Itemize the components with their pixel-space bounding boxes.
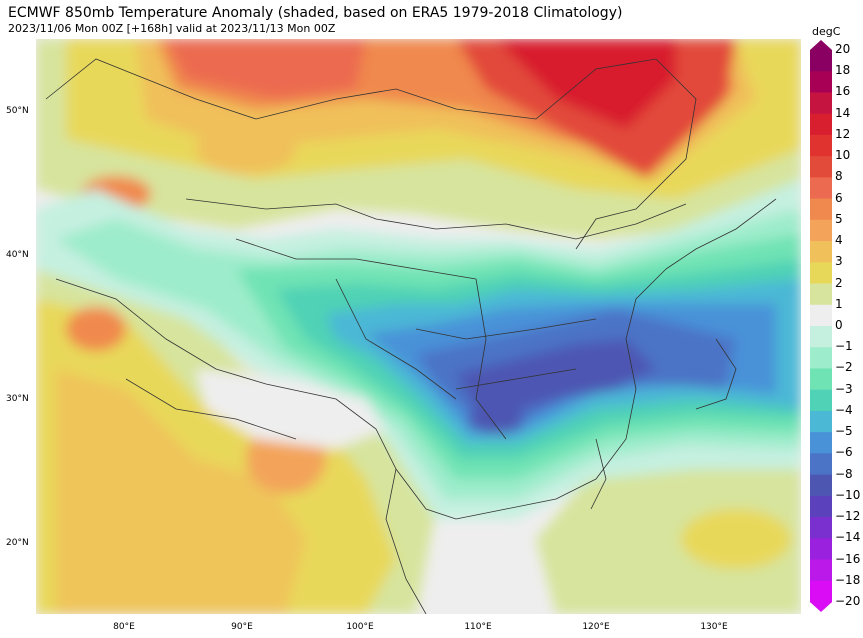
colorbar-band xyxy=(810,241,832,263)
colorbar-tick-label: 1 xyxy=(835,296,843,311)
colorbar-band xyxy=(810,71,832,93)
colorbar-band xyxy=(810,538,832,561)
lat-label-40n: 40°N xyxy=(6,250,29,260)
map-title: ECMWF 850mb Temperature Anomaly (shaded,… xyxy=(8,5,623,21)
colorbar-band xyxy=(810,495,832,518)
colorbar-band xyxy=(810,283,832,306)
colorbar-tick-label: −20 xyxy=(835,594,861,608)
colorbar-tick-label: 20 xyxy=(835,42,851,56)
temperature-anomaly-map xyxy=(36,39,801,614)
colorbar-band xyxy=(810,368,832,391)
colorbar-band xyxy=(810,92,832,115)
colorbar-band xyxy=(810,262,832,285)
colorbar-tick-label: 3 xyxy=(835,254,843,269)
colorbar-band xyxy=(810,219,832,242)
colorbar-band xyxy=(810,453,832,476)
colorbar-tick-label: 12 xyxy=(835,126,851,141)
colorbar-tick-label: 10 xyxy=(835,148,851,163)
colorbar-tick-label: 18 xyxy=(835,63,851,78)
colorbar-tick-label: 0 xyxy=(835,318,843,332)
anomaly-shading xyxy=(36,39,801,614)
lat-label-50n: 50°N xyxy=(6,106,29,116)
colorbar-tick-label: −16 xyxy=(835,551,861,566)
lon-label-80e: 80°E xyxy=(113,622,135,632)
colorbar-tick-label: −14 xyxy=(835,530,861,545)
colorbar-band xyxy=(810,580,832,603)
lon-label-130e: 130°E xyxy=(700,622,728,632)
lat-label-20n: 20°N xyxy=(6,538,29,548)
colorbar xyxy=(810,40,832,612)
lon-label-120e: 120°E xyxy=(582,622,610,632)
colorbar-tick-label: −4 xyxy=(835,402,853,417)
colorbar-tick-label: 6 xyxy=(835,190,843,205)
colorbar-tick-label: 16 xyxy=(835,84,851,99)
colorbar-band xyxy=(810,432,832,454)
map-subtitle: 2023/11/06 Mon 00Z [+168h] valid at 2023… xyxy=(8,22,336,35)
colorbar-band xyxy=(810,156,832,178)
lon-label-90e: 90°E xyxy=(231,622,253,632)
colorbar-tick-label: −3 xyxy=(835,381,853,396)
country-boundaries xyxy=(45,58,777,614)
colorbar-tick-label: 4 xyxy=(835,233,843,248)
colorbar-bottom-arrow xyxy=(810,602,832,612)
lon-label-110e: 110°E xyxy=(464,622,492,632)
colorbar-band xyxy=(810,50,832,72)
colorbar-band xyxy=(810,347,832,369)
colorbar-band xyxy=(810,389,832,412)
lat-label-30n: 30°N xyxy=(6,394,29,404)
lon-label-100e: 100°E xyxy=(346,622,374,632)
colorbar-unit: degC xyxy=(812,25,841,38)
colorbar-tick-label: −10 xyxy=(835,487,861,502)
colorbar-band xyxy=(810,304,832,327)
colorbar-tick-label: −12 xyxy=(835,509,861,524)
colorbar-tick-label: −8 xyxy=(835,466,853,481)
colorbar-tick-label: −2 xyxy=(835,360,853,375)
colorbar-tick-label: −5 xyxy=(835,424,853,439)
colorbar-tick-label: 2 xyxy=(835,275,843,290)
colorbar-band xyxy=(810,410,832,433)
colorbar-tick-label: 8 xyxy=(835,169,843,184)
colorbar-band xyxy=(810,474,832,497)
map-canvas xyxy=(36,39,801,614)
colorbar-band xyxy=(810,177,832,200)
colorbar-band xyxy=(810,198,832,221)
colorbar-tick-label: −18 xyxy=(835,572,861,587)
colorbar-tick-label: −1 xyxy=(835,339,853,354)
colorbar-band xyxy=(810,326,832,348)
colorbar-top-arrow xyxy=(810,40,832,50)
colorbar-tick-label: 5 xyxy=(835,211,843,226)
colorbar-band xyxy=(810,113,832,136)
colorbar-tick-label: 14 xyxy=(835,105,851,120)
colorbar-band xyxy=(810,559,832,582)
colorbar-band xyxy=(810,517,832,539)
colorbar-tick-label: −6 xyxy=(835,445,853,460)
colorbar-band xyxy=(810,134,832,157)
